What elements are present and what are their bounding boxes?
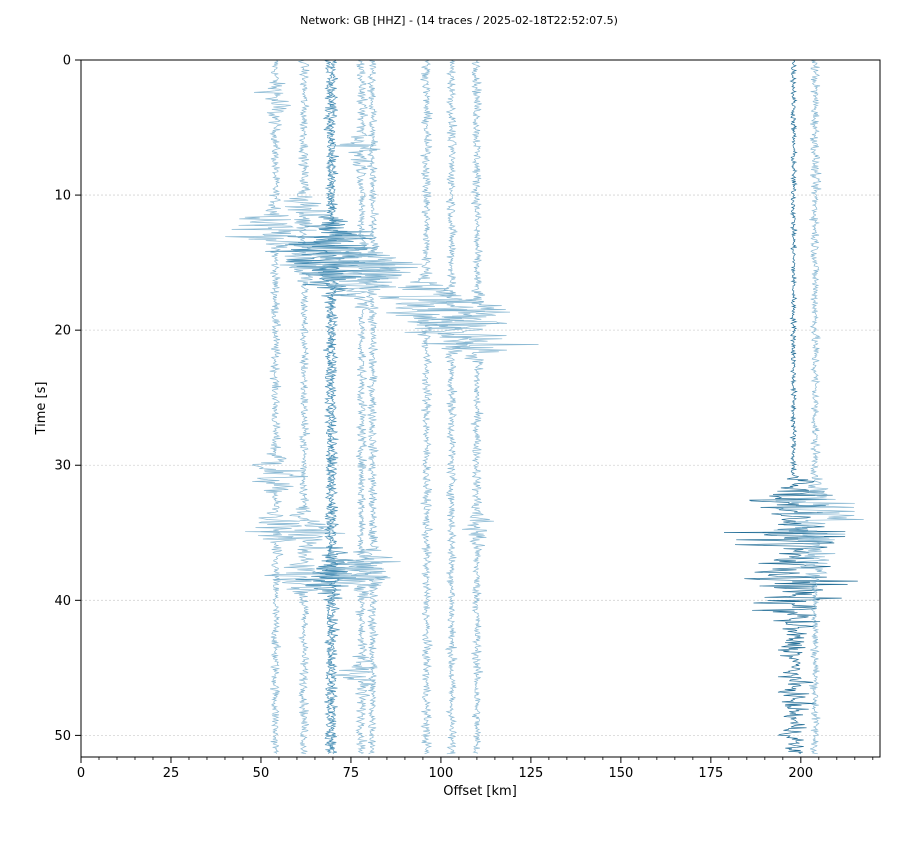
trace-offset-198 bbox=[723, 59, 858, 755]
grid-lines bbox=[81, 194, 880, 736]
trace-offset-103 bbox=[404, 59, 500, 755]
plot-background bbox=[81, 60, 880, 757]
x-axis-label: Offset [km] bbox=[443, 784, 517, 799]
y-axis-label: Time [s] bbox=[34, 382, 49, 436]
chart-title: Network: GB [HHZ] - (14 traces / 2025-02… bbox=[300, 14, 618, 27]
x-tick-label: 175 bbox=[698, 766, 723, 781]
seismic-traces bbox=[225, 59, 864, 755]
y-tick-label: 50 bbox=[54, 729, 71, 744]
trace-offset-62 bbox=[245, 59, 346, 755]
trace-offset-70 bbox=[285, 59, 378, 755]
x-tick-label: 75 bbox=[343, 766, 360, 781]
trace-offset-81 bbox=[338, 59, 418, 755]
y-axis: 0 10 20 30 40 50 bbox=[54, 54, 81, 744]
y-tick-label: 0 bbox=[63, 54, 71, 69]
trace-offset-110 bbox=[426, 59, 539, 754]
x-tick-label: 150 bbox=[608, 766, 633, 781]
y-tick-label: 10 bbox=[54, 189, 71, 204]
x-tick-label: 200 bbox=[788, 766, 813, 781]
trace-offset-78 bbox=[319, 59, 423, 755]
x-tick-label: 0 bbox=[77, 766, 85, 781]
x-axis: 0 25 50 75 100 125 150 175 200 bbox=[77, 757, 874, 781]
x-tick-label: 25 bbox=[163, 766, 180, 781]
y-tick-label: 20 bbox=[54, 324, 71, 339]
y-tick-label: 30 bbox=[54, 459, 71, 474]
trace-offset-54 bbox=[225, 59, 317, 754]
trace-offset-204 bbox=[773, 59, 864, 755]
plot-frame bbox=[80, 59, 881, 758]
trace-offset-69 bbox=[265, 59, 381, 754]
x-tick-label: 125 bbox=[518, 766, 543, 781]
x-tick-label: 50 bbox=[253, 766, 270, 781]
y-tick-label: 40 bbox=[54, 594, 71, 609]
trace-offset-96 bbox=[378, 59, 484, 755]
x-tick-label: 100 bbox=[428, 766, 453, 781]
